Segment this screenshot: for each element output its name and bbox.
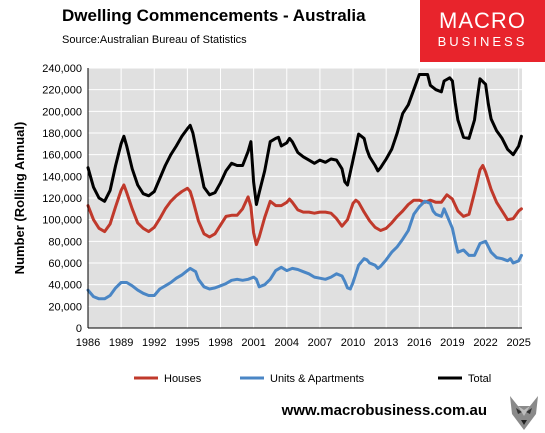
y-tick-label: 0 bbox=[76, 323, 82, 335]
series-line-houses bbox=[86, 164, 523, 247]
legend-label: Houses bbox=[164, 373, 202, 385]
y-tick-label: 100,000 bbox=[42, 215, 82, 227]
y-tick-label: 160,000 bbox=[42, 150, 82, 162]
x-tick-label: 1995 bbox=[175, 337, 199, 349]
y-tick-label: 140,000 bbox=[42, 171, 82, 183]
series-line-total bbox=[86, 73, 523, 206]
y-axis-ticks: 0 20,000 40,000 60,000 80,000 100,000 120,000 1… bbox=[42, 63, 82, 335]
y-axis-label: Number (Rolling Annual) bbox=[12, 122, 27, 275]
x-tick-label: 1986 bbox=[76, 337, 100, 349]
x-tick-label: 2013 bbox=[374, 337, 398, 349]
y-tick-label: 20,000 bbox=[48, 301, 82, 313]
logo-line-1: MACRO bbox=[439, 8, 526, 33]
y-tick-label: 220,000 bbox=[42, 85, 82, 97]
y-tick-label: 60,000 bbox=[48, 258, 82, 270]
series-lines bbox=[86, 73, 523, 301]
x-tick-label: 2016 bbox=[407, 337, 431, 349]
x-tick-label: 2001 bbox=[241, 337, 265, 349]
x-tick-label: 2004 bbox=[275, 337, 299, 349]
macrobusiness-logo: MACRO BUSINESS bbox=[420, 0, 545, 62]
x-tick-label: 1992 bbox=[142, 337, 166, 349]
x-axis-ticks: 1986 1989 1992 1995 1998 2001 2004 2007 2010 2013… bbox=[76, 337, 531, 349]
x-tick-label: 2019 bbox=[440, 337, 464, 349]
legend: Houses Units & Apartments Total bbox=[134, 373, 491, 385]
legend-label: Units & Apartments bbox=[270, 373, 365, 385]
y-tick-label: 80,000 bbox=[48, 236, 82, 248]
y-tick-label: 240,000 bbox=[42, 63, 82, 75]
website-url[interactable]: www.macrobusiness.com.au bbox=[281, 402, 487, 419]
x-tick-label: 1989 bbox=[109, 337, 133, 349]
series-line-units-apartments bbox=[86, 199, 523, 301]
x-tick-label: 2007 bbox=[308, 337, 332, 349]
x-tick-label: 2010 bbox=[341, 337, 365, 349]
y-tick-label: 180,000 bbox=[42, 128, 82, 140]
source-note: Source:Australian Bureau of Statistics bbox=[62, 34, 247, 46]
x-tick-label: 1998 bbox=[208, 337, 232, 349]
logo-line-2: BUSINESS bbox=[437, 34, 528, 49]
y-tick-label: 200,000 bbox=[42, 106, 82, 118]
y-tick-label: 40,000 bbox=[48, 280, 82, 292]
x-tick-label: 2025 bbox=[506, 337, 530, 349]
chart-title: Dwelling Commencements - Australia bbox=[62, 6, 366, 25]
legend-label: Total bbox=[468, 373, 491, 385]
wolf-icon bbox=[510, 396, 538, 430]
gridlines bbox=[87, 67, 522, 329]
y-tick-label: 120,000 bbox=[42, 193, 82, 205]
axes bbox=[87, 68, 522, 329]
x-tick-label: 2022 bbox=[473, 337, 497, 349]
